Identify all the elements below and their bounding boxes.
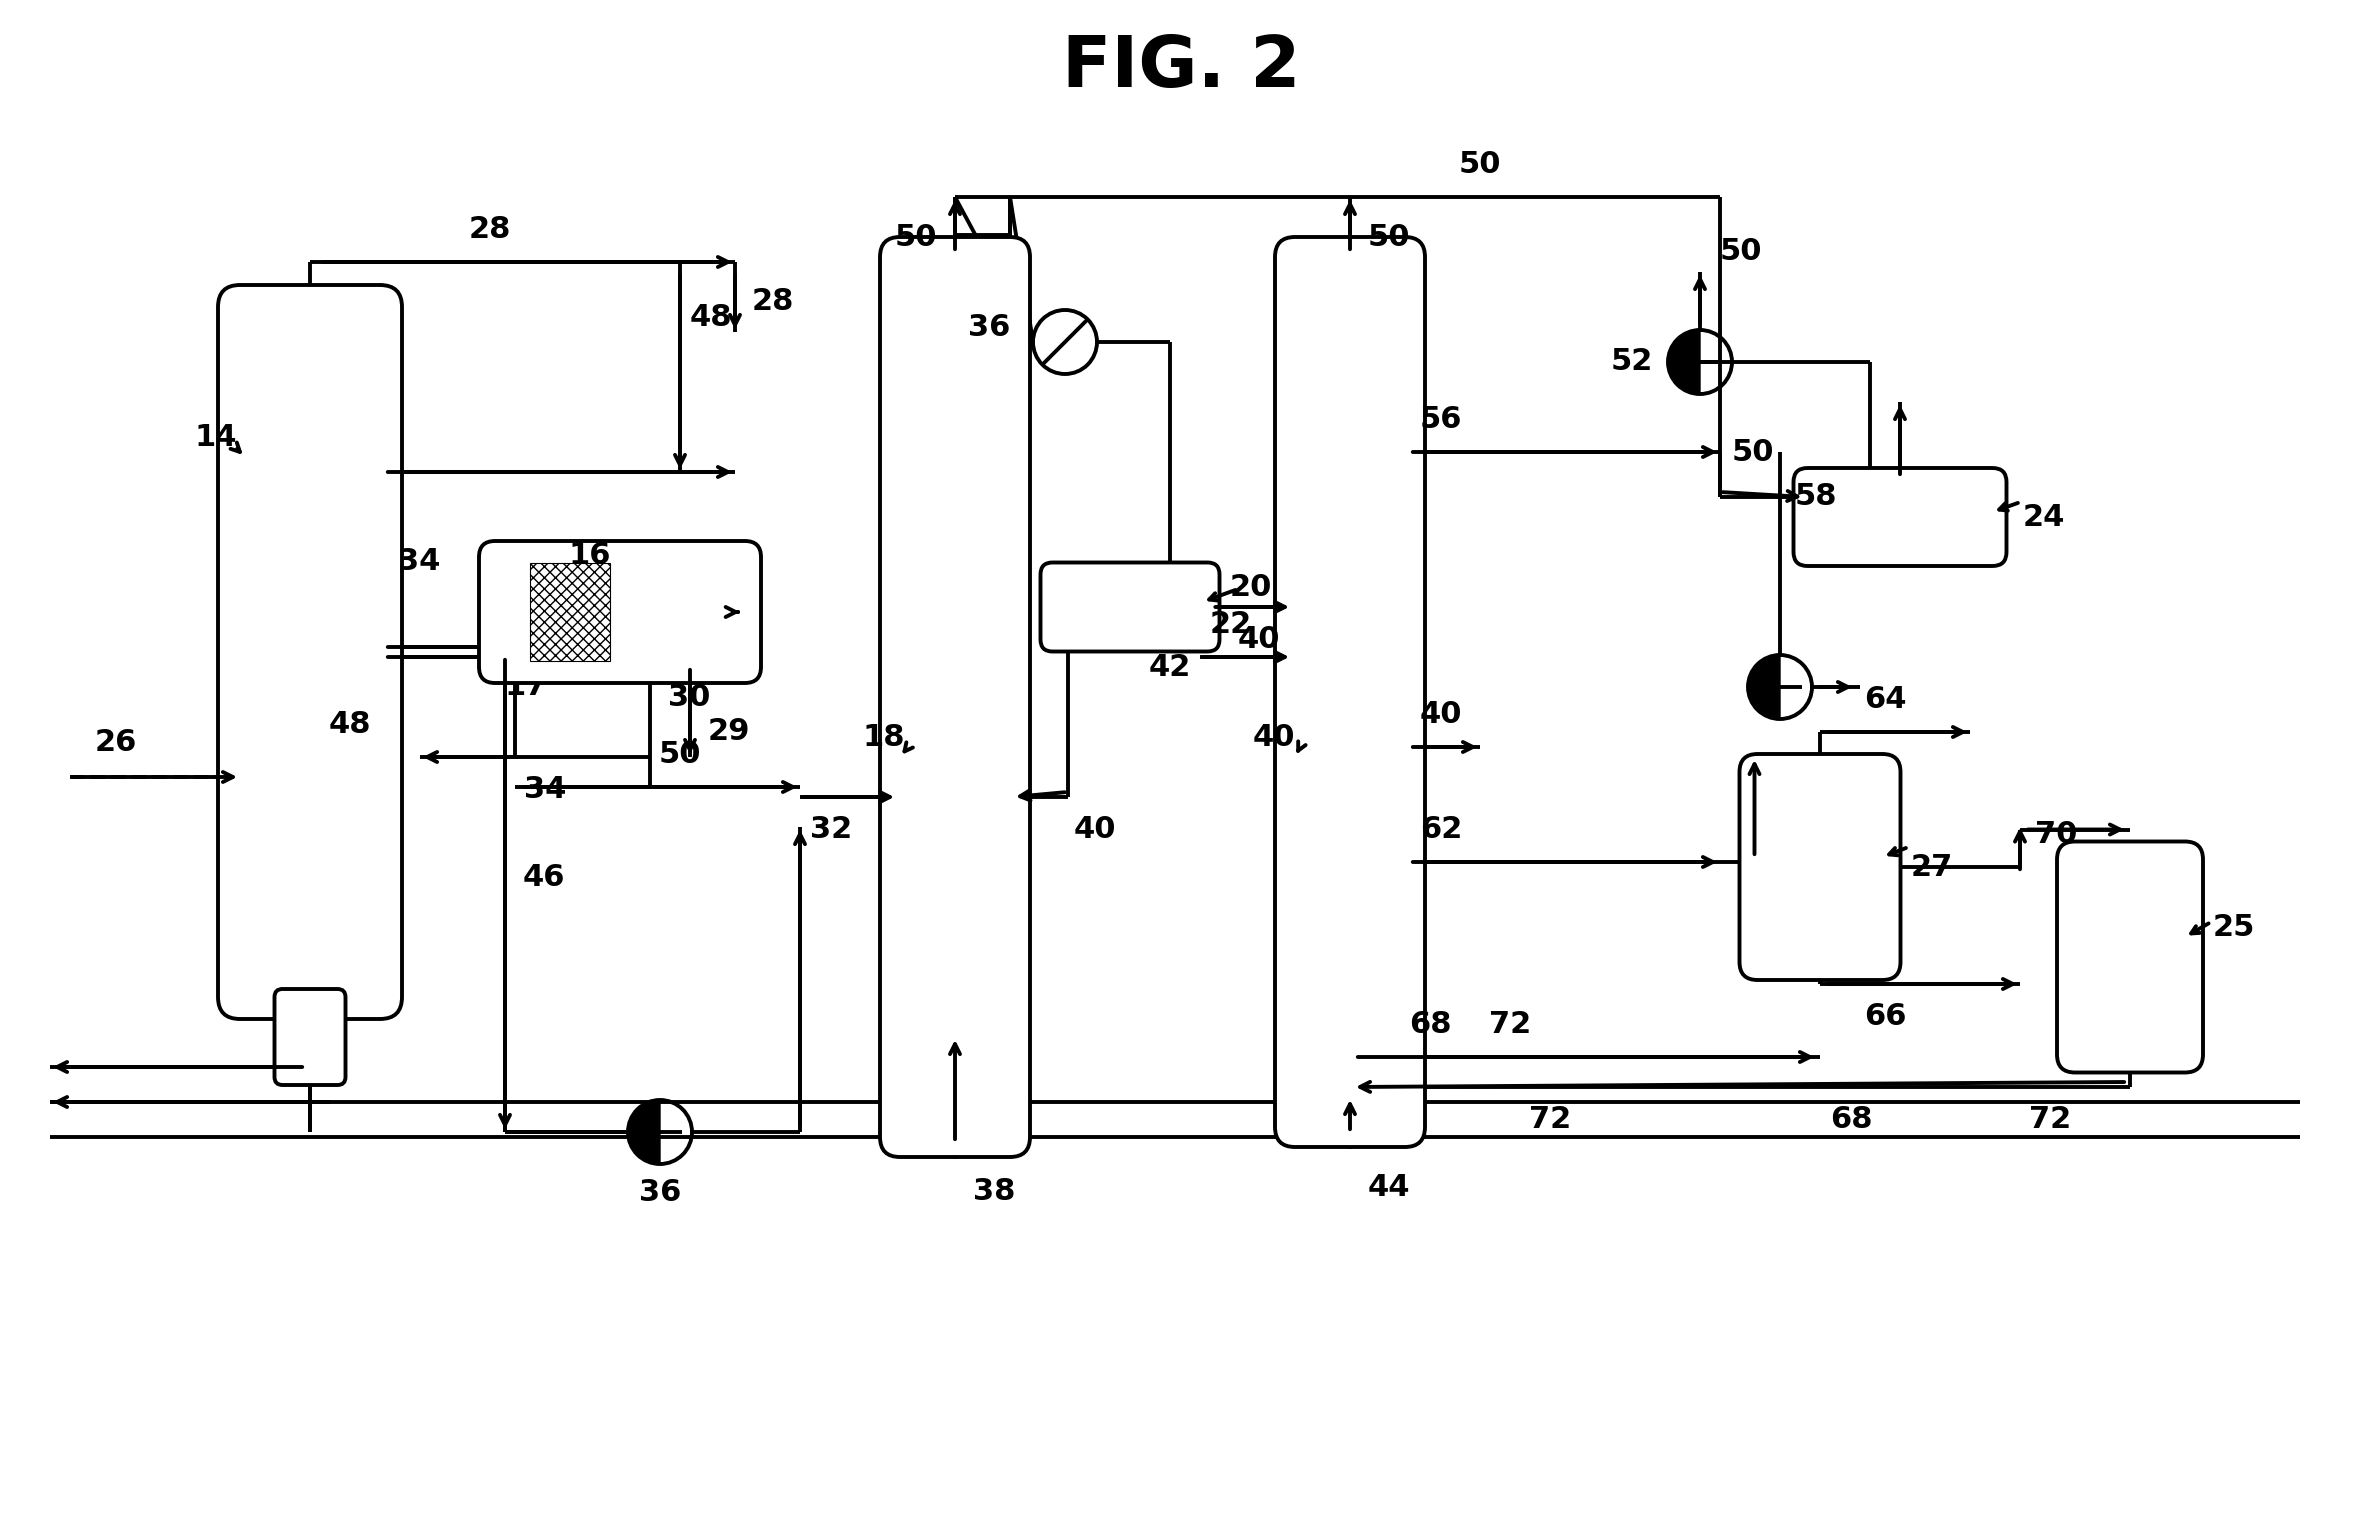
Text: 50: 50: [1731, 438, 1774, 467]
Text: 36: 36: [968, 313, 1011, 342]
Text: 36: 36: [638, 1177, 680, 1206]
Text: 44: 44: [1368, 1173, 1410, 1202]
Text: 48: 48: [328, 710, 371, 739]
Text: 64: 64: [1864, 686, 1906, 715]
Text: 18: 18: [862, 722, 905, 751]
Text: 24: 24: [2022, 502, 2064, 531]
Text: 50: 50: [1460, 150, 1502, 179]
Text: 52: 52: [1611, 348, 1653, 377]
Text: 62: 62: [1420, 815, 1462, 844]
FancyBboxPatch shape: [881, 237, 1030, 1157]
Text: 68: 68: [1408, 1009, 1450, 1038]
Text: 72: 72: [1528, 1106, 1571, 1135]
Text: 50: 50: [895, 223, 938, 252]
Text: 14: 14: [196, 423, 239, 452]
Text: 40: 40: [1252, 722, 1294, 751]
FancyBboxPatch shape: [1738, 754, 1901, 980]
FancyBboxPatch shape: [2057, 841, 2204, 1072]
Text: 34: 34: [524, 776, 567, 805]
Text: 46: 46: [522, 863, 565, 892]
Text: 28: 28: [468, 215, 510, 244]
Text: 38: 38: [973, 1177, 1016, 1206]
Text: 58: 58: [1795, 483, 1838, 512]
Text: 32: 32: [810, 815, 853, 844]
Text: 22: 22: [1209, 609, 1252, 638]
Text: 27: 27: [1911, 852, 1953, 881]
FancyBboxPatch shape: [274, 989, 345, 1086]
Text: 26: 26: [94, 728, 137, 757]
FancyBboxPatch shape: [217, 286, 402, 1019]
FancyBboxPatch shape: [1042, 562, 1219, 652]
Text: 20: 20: [1231, 573, 1273, 602]
Text: 17: 17: [505, 672, 548, 701]
Text: 72: 72: [2029, 1106, 2071, 1135]
Text: 68: 68: [1831, 1106, 1873, 1135]
Text: 40: 40: [1075, 815, 1117, 844]
Text: 70: 70: [2036, 820, 2076, 849]
Text: 34: 34: [399, 548, 439, 577]
Text: 40: 40: [1238, 625, 1280, 654]
Text: 29: 29: [709, 718, 751, 747]
Polygon shape: [1748, 655, 1781, 719]
Polygon shape: [1668, 330, 1701, 394]
Text: 48: 48: [690, 302, 732, 331]
Text: 28: 28: [751, 287, 794, 316]
Text: 25: 25: [2213, 913, 2256, 942]
Text: 50: 50: [659, 741, 702, 770]
Text: 66: 66: [1864, 1002, 1906, 1031]
Polygon shape: [628, 1099, 659, 1164]
Text: 40: 40: [1420, 699, 1462, 728]
Text: 72: 72: [1488, 1009, 1531, 1038]
Bar: [529, 563, 609, 661]
FancyBboxPatch shape: [1275, 237, 1424, 1147]
Text: 42: 42: [1148, 654, 1190, 683]
Text: 50: 50: [1720, 237, 1762, 266]
FancyBboxPatch shape: [479, 541, 761, 683]
Text: 50: 50: [1368, 223, 1410, 252]
Text: 56: 56: [1420, 405, 1462, 434]
Text: 16: 16: [569, 541, 612, 570]
Text: FIG. 2: FIG. 2: [1063, 32, 1299, 101]
Text: 30: 30: [668, 683, 711, 712]
FancyBboxPatch shape: [1793, 467, 2005, 567]
